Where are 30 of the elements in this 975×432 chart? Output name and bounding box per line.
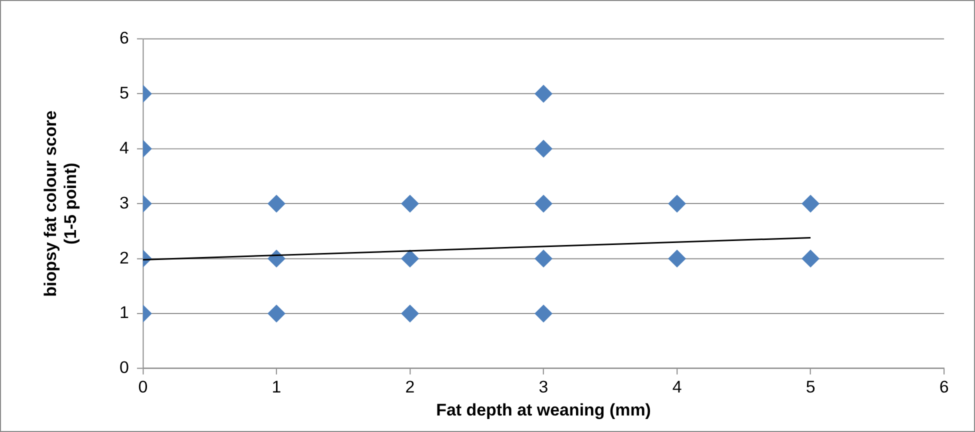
point bbox=[802, 194, 820, 213]
y-tick-label: 6 bbox=[120, 28, 129, 48]
point bbox=[401, 304, 419, 323]
point bbox=[668, 250, 686, 268]
point bbox=[268, 304, 286, 323]
point bbox=[534, 250, 552, 268]
x-tick-label: 6 bbox=[939, 377, 949, 396]
x-tick-label: 1 bbox=[272, 377, 282, 396]
y-tick-label: 4 bbox=[120, 138, 129, 158]
x-tick-label: 5 bbox=[806, 377, 816, 396]
point bbox=[668, 194, 686, 213]
y-tick-label: 1 bbox=[120, 303, 129, 322]
y-axis-title: biopsy fat colour score (1-5 point) bbox=[40, 110, 80, 297]
x-axis-title: Fat depth at weaning (mm) bbox=[436, 400, 651, 420]
y-tick-label: 0 bbox=[120, 358, 129, 378]
point bbox=[534, 194, 552, 213]
x-tick-label: 4 bbox=[672, 377, 682, 396]
point bbox=[534, 304, 552, 323]
point bbox=[401, 194, 419, 213]
point bbox=[802, 250, 820, 268]
point bbox=[534, 84, 552, 103]
point bbox=[268, 194, 286, 213]
x-tick-label: 0 bbox=[138, 377, 148, 396]
x-tick-label: 3 bbox=[538, 377, 548, 396]
x-tick-label: 2 bbox=[405, 377, 415, 396]
point bbox=[534, 140, 552, 158]
y-tick-label: 5 bbox=[120, 83, 129, 102]
y-tick-label: 3 bbox=[120, 193, 129, 212]
y-tick-label: 2 bbox=[120, 248, 129, 268]
point bbox=[401, 250, 419, 268]
